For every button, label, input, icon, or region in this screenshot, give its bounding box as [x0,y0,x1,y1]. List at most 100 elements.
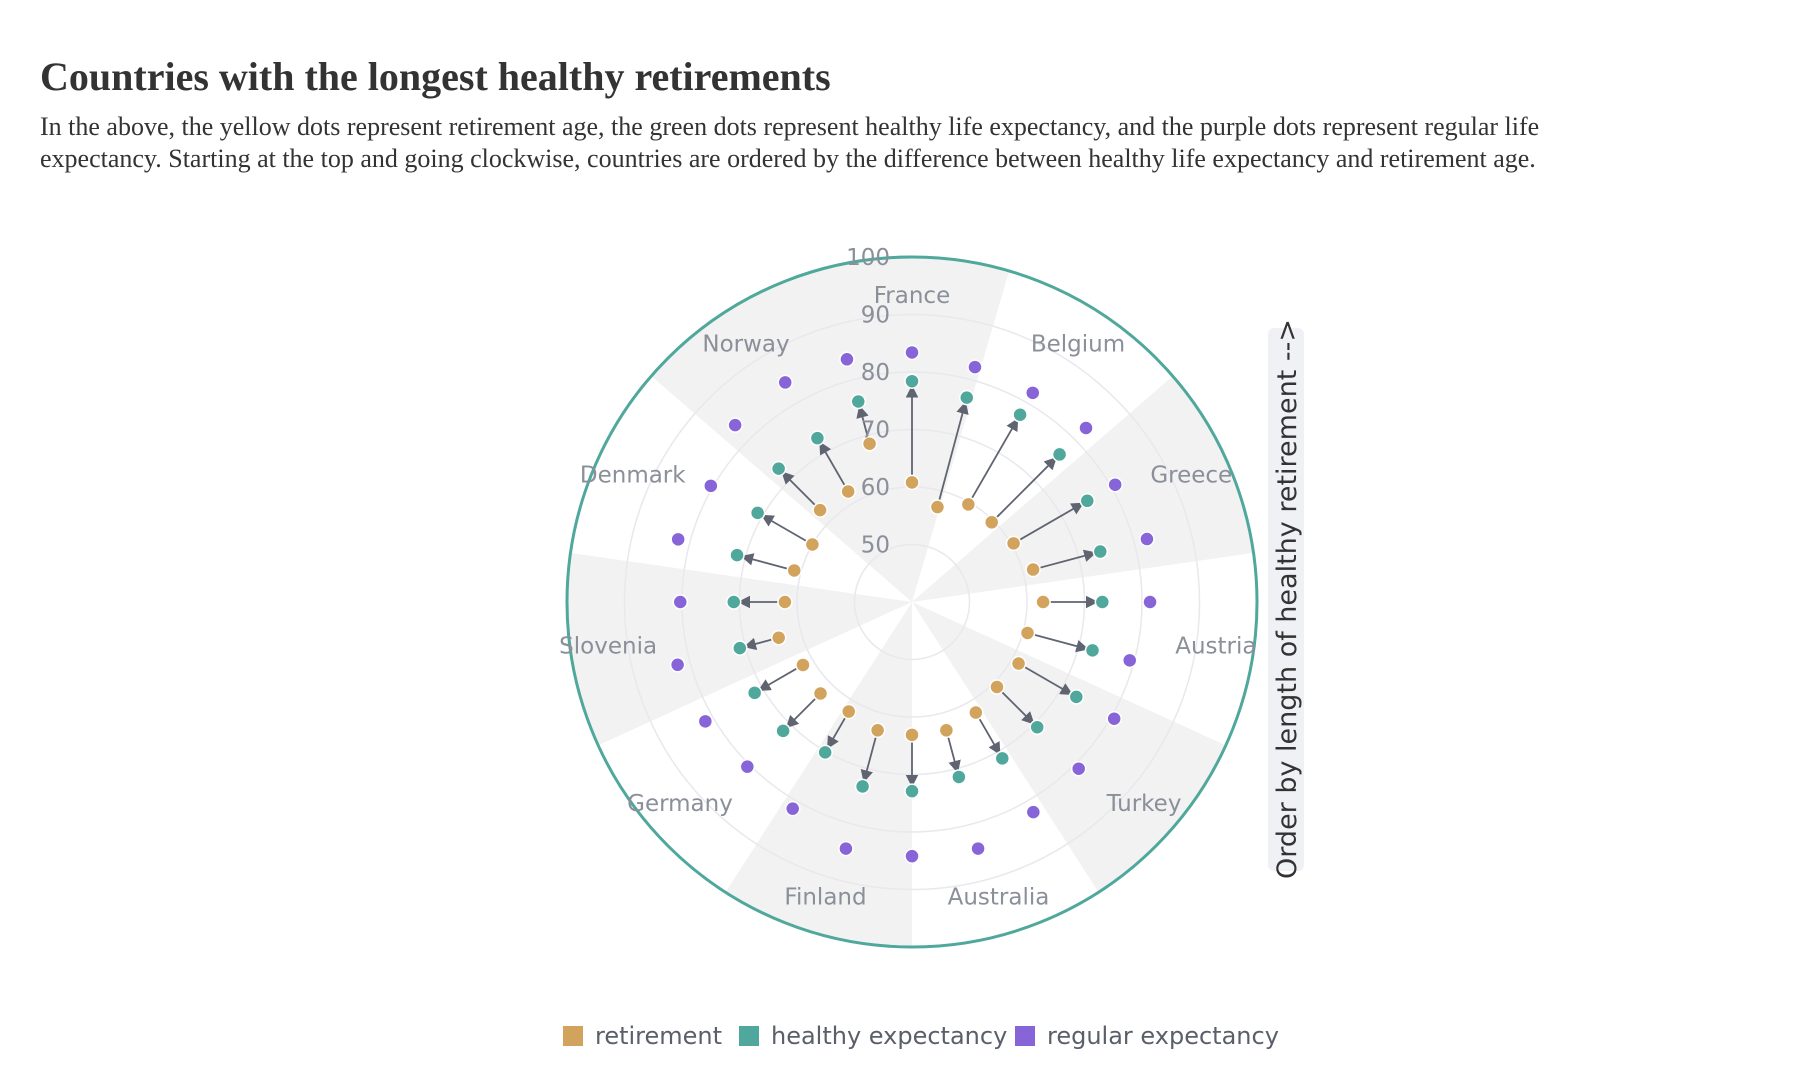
country-label-greece: Greece [1150,462,1232,488]
dot-regular-expectancy-4 [1107,476,1123,493]
country-label-australia: Australia [948,885,1050,911]
arrow-16 [757,664,804,692]
arrow-5 [1032,549,1097,571]
dot-retirement-13 [869,722,886,739]
arrow-21 [781,471,821,511]
retirement-arrows [737,384,1099,788]
dot-retirement-16 [795,657,811,673]
dot-healthy-expectancy-16 [746,685,763,701]
dot-healthy-expectancy-7 [1084,642,1101,659]
dot-regular-expectancy-6 [1142,594,1158,610]
dot-regular-expectancy-7 [1121,652,1138,669]
arrow-13 [860,730,879,783]
tick-label-60: 60 [861,475,890,501]
dot-regular-expectancy-14 [784,800,801,817]
dot-retirement-10 [968,704,984,721]
legend-swatch-retirement [563,1026,583,1046]
grid-circle-50 [853,543,971,661]
dot-regular-expectancy-23 [839,351,855,368]
dot-retirement-2 [960,496,977,513]
chart-subtitle-line-2: expectancy. Starting at the top and goin… [40,144,1536,173]
dot-healthy-expectancy-20 [749,505,766,521]
outer-ring [565,255,1259,949]
dot-healthy-expectancy-19 [729,547,745,563]
dot-retirement-11 [938,722,955,739]
dot-healthy-expectancy-22 [809,430,826,446]
dot-retirement-18 [777,594,793,610]
dot-regular-expectancy-19 [670,531,686,548]
dot-healthy-expectancy-9 [1029,719,1045,735]
dot-retirement-5 [1025,561,1041,578]
dot-healthy-expectancy-12 [904,783,920,799]
dot-regular-expectancy-0 [904,344,920,361]
dot-healthy-expectancy-11 [951,769,967,785]
dot-regular-expectancy-8 [1106,710,1122,727]
dot-retirement-14 [841,703,857,720]
tick-label-100: 100 [846,245,890,271]
dot-regular-expectancy-20 [703,478,719,494]
dot-retirement-7 [1019,625,1036,641]
chart-title: Countries with the longest healthy retir… [40,54,831,99]
country-label-germany: Germany [627,791,733,817]
arrow-15 [785,692,822,729]
dot-healthy-expectancy-18 [726,594,742,610]
tick-label-80: 80 [861,360,890,386]
dot-regular-expectancy-17 [669,657,686,673]
dot-retirement-1 [929,499,946,515]
dot-retirement-8 [1010,655,1027,672]
data-dots [669,344,1158,864]
dot-healthy-expectancy-14 [817,744,833,761]
dot-regular-expectancy-2 [1025,385,1041,401]
legend-label-healthy-expectancy: healthy expectancy [771,1022,1007,1050]
dot-retirement-0 [904,474,920,491]
country-label-norway: Norway [702,332,789,358]
legend-label-retirement: retirement [595,1022,722,1050]
dot-retirement-21 [812,502,828,518]
dot-retirement-12 [904,727,920,743]
chart-subtitle-line-1: In the above, the yellow dots represent … [40,112,1539,141]
country-label-belgium: Belgium [1031,332,1125,358]
dot-regular-expectancy-5 [1139,531,1155,547]
dot-healthy-expectancy-21 [770,460,787,477]
dot-retirement-4 [1005,535,1022,552]
arrow-4 [1013,502,1085,545]
arrow-9 [996,686,1035,725]
dot-regular-expectancy-11 [970,840,986,857]
dot-regular-expectancy-3 [1078,420,1094,436]
dot-retirement-19 [786,562,803,579]
legend-swatch-regular-expectancy [1015,1026,1035,1046]
dot-retirement-6 [1035,594,1051,610]
legend: retirement healthy expectancy regular ex… [563,1022,1279,1050]
legend-swatch-healthy-expectancy [739,1026,759,1046]
arrow-22 [819,441,849,492]
dot-retirement-9 [989,679,1005,695]
dot-retirement-3 [983,514,1000,531]
dot-healthy-expectancy-5 [1092,543,1109,560]
dot-healthy-expectancy-0 [904,373,920,389]
dot-healthy-expectancy-2 [1012,407,1028,423]
arrow-8 [1018,662,1074,696]
dot-regular-expectancy-13 [838,840,854,857]
dot-healthy-expectancy-15 [775,723,791,739]
country-label-denmark: Denmark [580,462,686,488]
arrow-2 [967,418,1019,505]
dot-healthy-expectancy-23 [850,393,867,410]
dot-healthy-expectancy-8 [1068,689,1085,705]
legend-label-regular-expectancy: regular expectancy [1047,1022,1279,1050]
dot-healthy-expectancy-13 [854,778,871,795]
tick-label-70: 70 [861,418,890,444]
dot-healthy-expectancy-4 [1079,493,1096,509]
arrow-10 [975,712,1001,756]
side-label-box: Order by length of healthy retirement --… [1268,319,1304,879]
dot-regular-expectancy-1 [967,359,983,375]
dot-retirement-17 [770,629,787,646]
dot-regular-expectancy-18 [672,594,689,610]
sector-10 [651,270,912,602]
country-label-turkey: Turkey [1106,791,1182,817]
arrow-19 [740,553,795,572]
arrow-20 [760,514,813,546]
dot-retirement-23 [861,435,878,452]
dot-regular-expectancy-16 [697,713,714,730]
dot-regular-expectancy-10 [1025,804,1042,820]
